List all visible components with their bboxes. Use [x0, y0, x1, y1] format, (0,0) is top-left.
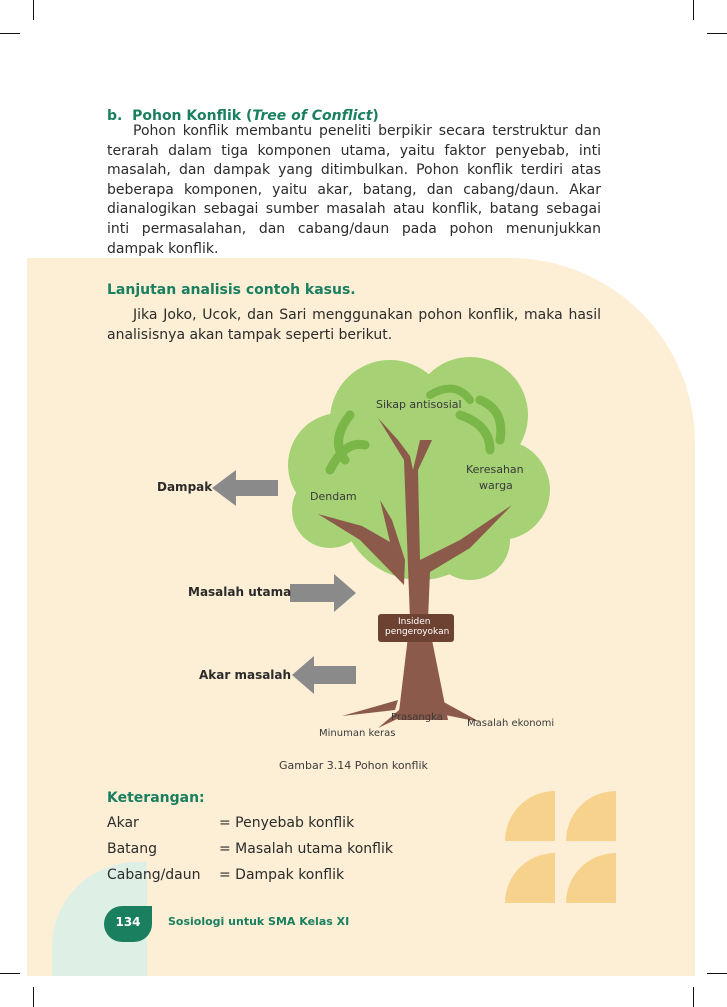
leaf-label-warga: warga [479, 479, 513, 492]
legend-heading: Keterangan: [107, 790, 205, 806]
trunk-label-line1: Insiden [398, 617, 431, 627]
figure-caption: Gambar 3.14 Pohon konflik [279, 759, 428, 772]
legend-term: Cabang/daun [107, 867, 201, 883]
case-heading: Lanjutan analisis contoh kasus. [107, 282, 356, 298]
book-title: Sosiologi untuk SMA Kelas XI [168, 915, 350, 928]
root-label-prasangka: Prasangka [391, 712, 443, 723]
section-title: Pohon Konflik ( [132, 108, 253, 124]
crop-mark [0, 973, 20, 974]
tree-trunk [318, 418, 512, 728]
root-problem-label: Akar masalah [199, 668, 292, 682]
section-title-italic: Tree of Conflict [252, 108, 373, 124]
legend-row: Akar = Penyebab konflik [107, 815, 354, 831]
legend-definition: = Masalah utama konflik [219, 841, 393, 857]
impact-arrow-icon [212, 470, 278, 506]
crop-mark [33, 987, 34, 1007]
section-heading: b. Pohon Konflik (Tree of Conflict) [107, 108, 379, 124]
trunk-label-box [378, 614, 454, 642]
leaf-label-sikap: Sikap antisosial [376, 398, 462, 411]
leaf-label-dendam: Dendam [310, 490, 357, 503]
section-title-end: ) [372, 108, 379, 124]
crop-mark [693, 987, 694, 1007]
section-letter: b. [107, 108, 123, 124]
root-label-minuman: Minuman keras [319, 728, 396, 739]
legend-definition: = Penyebab konflik [219, 815, 355, 831]
legend-term: Akar [107, 815, 139, 831]
crop-mark [33, 0, 34, 20]
impact-label: Dampak [157, 480, 213, 494]
leaf-label-keresahan: Keresahan [466, 463, 524, 476]
core-arrow-icon [290, 574, 356, 612]
legend-row: Batang = Masalah utama konflik [107, 841, 393, 857]
legend-row: Cabang/daun = Dampak konflik [107, 867, 344, 883]
root-label-ekonomi: Masalah ekonomi [467, 718, 555, 729]
root-arrow-icon [292, 656, 356, 694]
legend-term: Batang [107, 841, 158, 857]
core-problem-label: Masalah utama [188, 585, 292, 599]
section-paragraph: Pohon konflik membantu peneliti berpikir… [107, 123, 601, 257]
page-number: 134 [104, 906, 152, 942]
trunk-label-line2: pengeroyokan [385, 627, 450, 637]
case-paragraph: Jika Joko, Ucok, dan Sari menggunakan po… [107, 307, 601, 343]
crop-mark [707, 33, 727, 34]
legend-definition: = Dampak konflik [219, 867, 345, 883]
crop-mark [707, 973, 727, 974]
crop-mark [693, 0, 694, 20]
crop-mark [0, 33, 20, 34]
